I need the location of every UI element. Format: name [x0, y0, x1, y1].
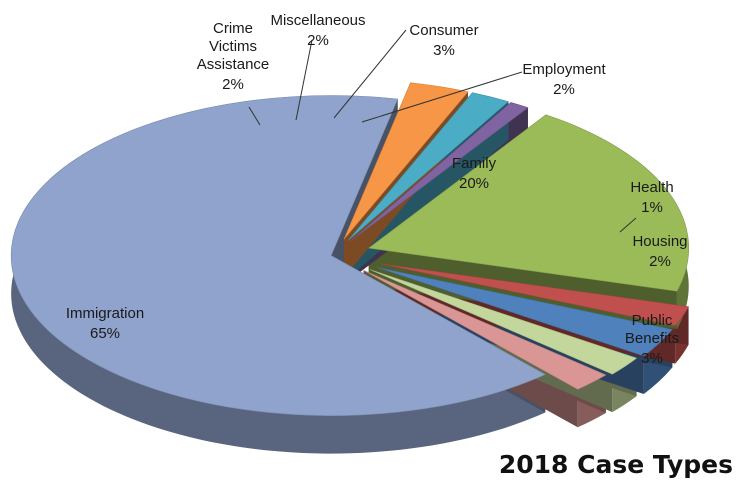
slice-label-family: Family 20% [452, 155, 497, 192]
pie-slice-health [350, 102, 529, 242]
leader-line-consumer [333, 29, 407, 119]
slice-label-consumer: Consumer 3% [409, 22, 478, 59]
pie-slice-miscellaneous [369, 269, 638, 375]
slice-label-miscellaneous: Miscellaneous 2% [270, 12, 365, 49]
slice-value-consumer: 3% [433, 42, 455, 59]
slice-value-employment: 2% [553, 81, 575, 98]
slice-value-health: 1% [641, 199, 663, 216]
slice-label-health: Health 1% [630, 179, 673, 216]
pie-slice-public-benefits [343, 82, 469, 240]
slice-value-housing: 2% [649, 253, 671, 270]
chart-title: 2018 Case Types [499, 450, 733, 479]
pie-slice-employment [380, 263, 690, 327]
slice-value-crime-victims-assistance: 2% [222, 76, 244, 93]
slice-labels-layer: Immigration 65% Crime Victims Assistance 2%Mi… [66, 12, 688, 367]
pie-slice-housing [348, 92, 509, 241]
pie-slice-family [367, 114, 690, 292]
pie-slice-immigration [10, 95, 546, 416]
slice-label-crime-victims-assistance: Crime Victims Assistance 2% [197, 20, 270, 93]
leader-line-crime-victims-assistance [248, 106, 261, 126]
slice-value-immigration: 65% [90, 325, 120, 342]
leader-line-miscellaneous [295, 39, 313, 121]
pie-slice-crime-victims-assistance [363, 270, 607, 390]
leader-line-health [619, 217, 637, 233]
pie-slice-consumer [377, 267, 673, 357]
slice-label-housing: Housing 2% [632, 233, 687, 270]
slice-label-public-benefits: Public Benefits 3% [625, 312, 679, 367]
slice-value-miscellaneous: 2% [307, 32, 329, 49]
slice-value-public-benefits: 3% [641, 350, 663, 367]
slice-side-immigration [11, 95, 546, 454]
slice-tops-layer [10, 82, 690, 416]
slice-value-family: 20% [459, 175, 489, 192]
leader-line-employment [361, 71, 523, 123]
slice-label-employment: Employment 2% [522, 61, 606, 98]
slice-label-immigration: Immigration 65% [66, 305, 144, 342]
leader-lines-layer [248, 29, 637, 233]
